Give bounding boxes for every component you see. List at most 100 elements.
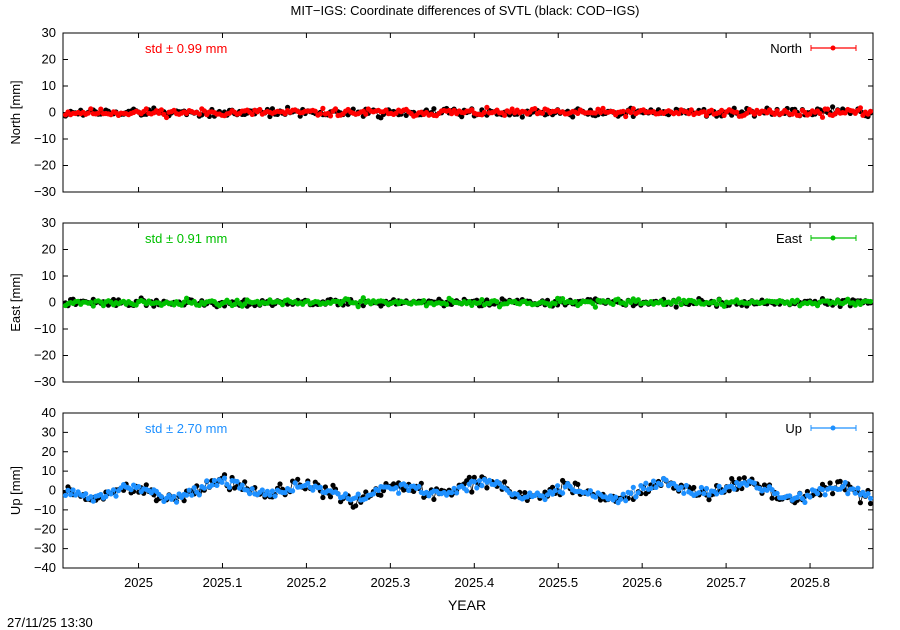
data-point xyxy=(226,484,233,490)
data-point xyxy=(332,106,339,112)
data-point xyxy=(189,492,195,498)
data-point xyxy=(279,302,286,308)
data-point xyxy=(267,492,273,498)
data-point xyxy=(269,488,275,494)
data-point xyxy=(320,105,326,111)
x-tick-label: 2025.6 xyxy=(622,575,662,590)
data-point xyxy=(70,487,76,493)
data-point xyxy=(620,491,626,497)
data-point xyxy=(560,296,566,302)
y-tick-label: 30 xyxy=(42,215,56,230)
data-point xyxy=(623,113,629,120)
data-point xyxy=(196,492,202,498)
data-point xyxy=(317,484,323,490)
data-point xyxy=(855,485,861,491)
data-point xyxy=(837,478,843,484)
data-point xyxy=(509,106,515,112)
y-tick-label: 30 xyxy=(42,25,56,40)
data-point xyxy=(110,487,117,493)
data-point xyxy=(650,478,657,484)
data-point xyxy=(570,114,576,120)
data-point xyxy=(714,491,720,497)
data-point xyxy=(88,106,94,112)
data-point xyxy=(640,486,647,492)
x-tick-label: 2025.1 xyxy=(203,575,243,590)
data-point xyxy=(827,480,833,486)
y-tick-label: 0 xyxy=(49,105,56,120)
data-point xyxy=(201,485,207,491)
data-point xyxy=(587,488,594,494)
data-point xyxy=(113,493,119,499)
data-point xyxy=(375,487,381,493)
data-point xyxy=(774,490,780,496)
data-point xyxy=(431,106,437,112)
data-point xyxy=(98,106,104,112)
data-point xyxy=(353,503,359,509)
y-tick-label: 10 xyxy=(42,463,56,478)
legend: Up xyxy=(785,421,857,436)
data-point xyxy=(716,297,722,303)
data-point xyxy=(201,108,207,114)
series-mit-igs xyxy=(62,475,874,506)
data-point xyxy=(158,494,164,500)
data-point xyxy=(769,495,775,501)
data-point xyxy=(802,499,808,505)
legend-marker xyxy=(830,235,836,241)
y-tick-label: −30 xyxy=(34,374,56,389)
data-point xyxy=(166,492,172,498)
data-point xyxy=(842,479,848,486)
std-label: std ± 0.99 mm xyxy=(145,41,227,56)
x-tick-label: 2025.7 xyxy=(706,575,746,590)
y-tick-label: 0 xyxy=(49,483,56,498)
data-point xyxy=(464,488,470,494)
data-point xyxy=(136,484,142,490)
data-point xyxy=(867,495,874,501)
data-point xyxy=(421,298,427,304)
data-point xyxy=(360,295,366,301)
data-point xyxy=(751,111,758,117)
data-point xyxy=(292,480,298,486)
data-point xyxy=(830,104,836,110)
data-point xyxy=(449,490,455,496)
data-point xyxy=(173,499,180,505)
data-point xyxy=(312,108,318,114)
data-point xyxy=(211,477,217,484)
data-point xyxy=(163,114,170,121)
data-point xyxy=(628,490,634,496)
data-point xyxy=(88,299,94,305)
data-point xyxy=(575,481,581,487)
data-point xyxy=(648,485,654,491)
data-point xyxy=(143,106,149,112)
data-point xyxy=(734,109,740,115)
data-point xyxy=(103,493,109,500)
data-point xyxy=(630,484,636,490)
data-point xyxy=(787,493,793,499)
data-point xyxy=(822,492,828,498)
data-point xyxy=(474,485,480,491)
data-point xyxy=(676,111,682,117)
y-tick-label: −20 xyxy=(34,521,56,536)
data-point xyxy=(85,110,91,116)
data-point xyxy=(196,111,202,117)
data-point xyxy=(90,303,96,309)
data-point xyxy=(234,478,240,485)
data-point xyxy=(277,481,283,487)
data-point xyxy=(698,484,705,491)
data-point xyxy=(68,492,74,498)
data-point xyxy=(703,112,710,118)
data-point xyxy=(471,479,477,485)
data-point xyxy=(678,484,684,490)
data-point xyxy=(774,108,780,114)
data-point xyxy=(857,105,864,111)
y-axis-label: East [mm] xyxy=(8,273,23,332)
data-point xyxy=(317,111,323,117)
data-point xyxy=(282,490,288,496)
series-mit-igs xyxy=(62,104,874,121)
data-point xyxy=(741,475,747,481)
data-point xyxy=(703,485,710,492)
data-point xyxy=(181,299,187,305)
data-point xyxy=(320,494,326,501)
data-point xyxy=(658,481,664,488)
data-point xyxy=(729,476,735,482)
data-point xyxy=(327,494,334,500)
